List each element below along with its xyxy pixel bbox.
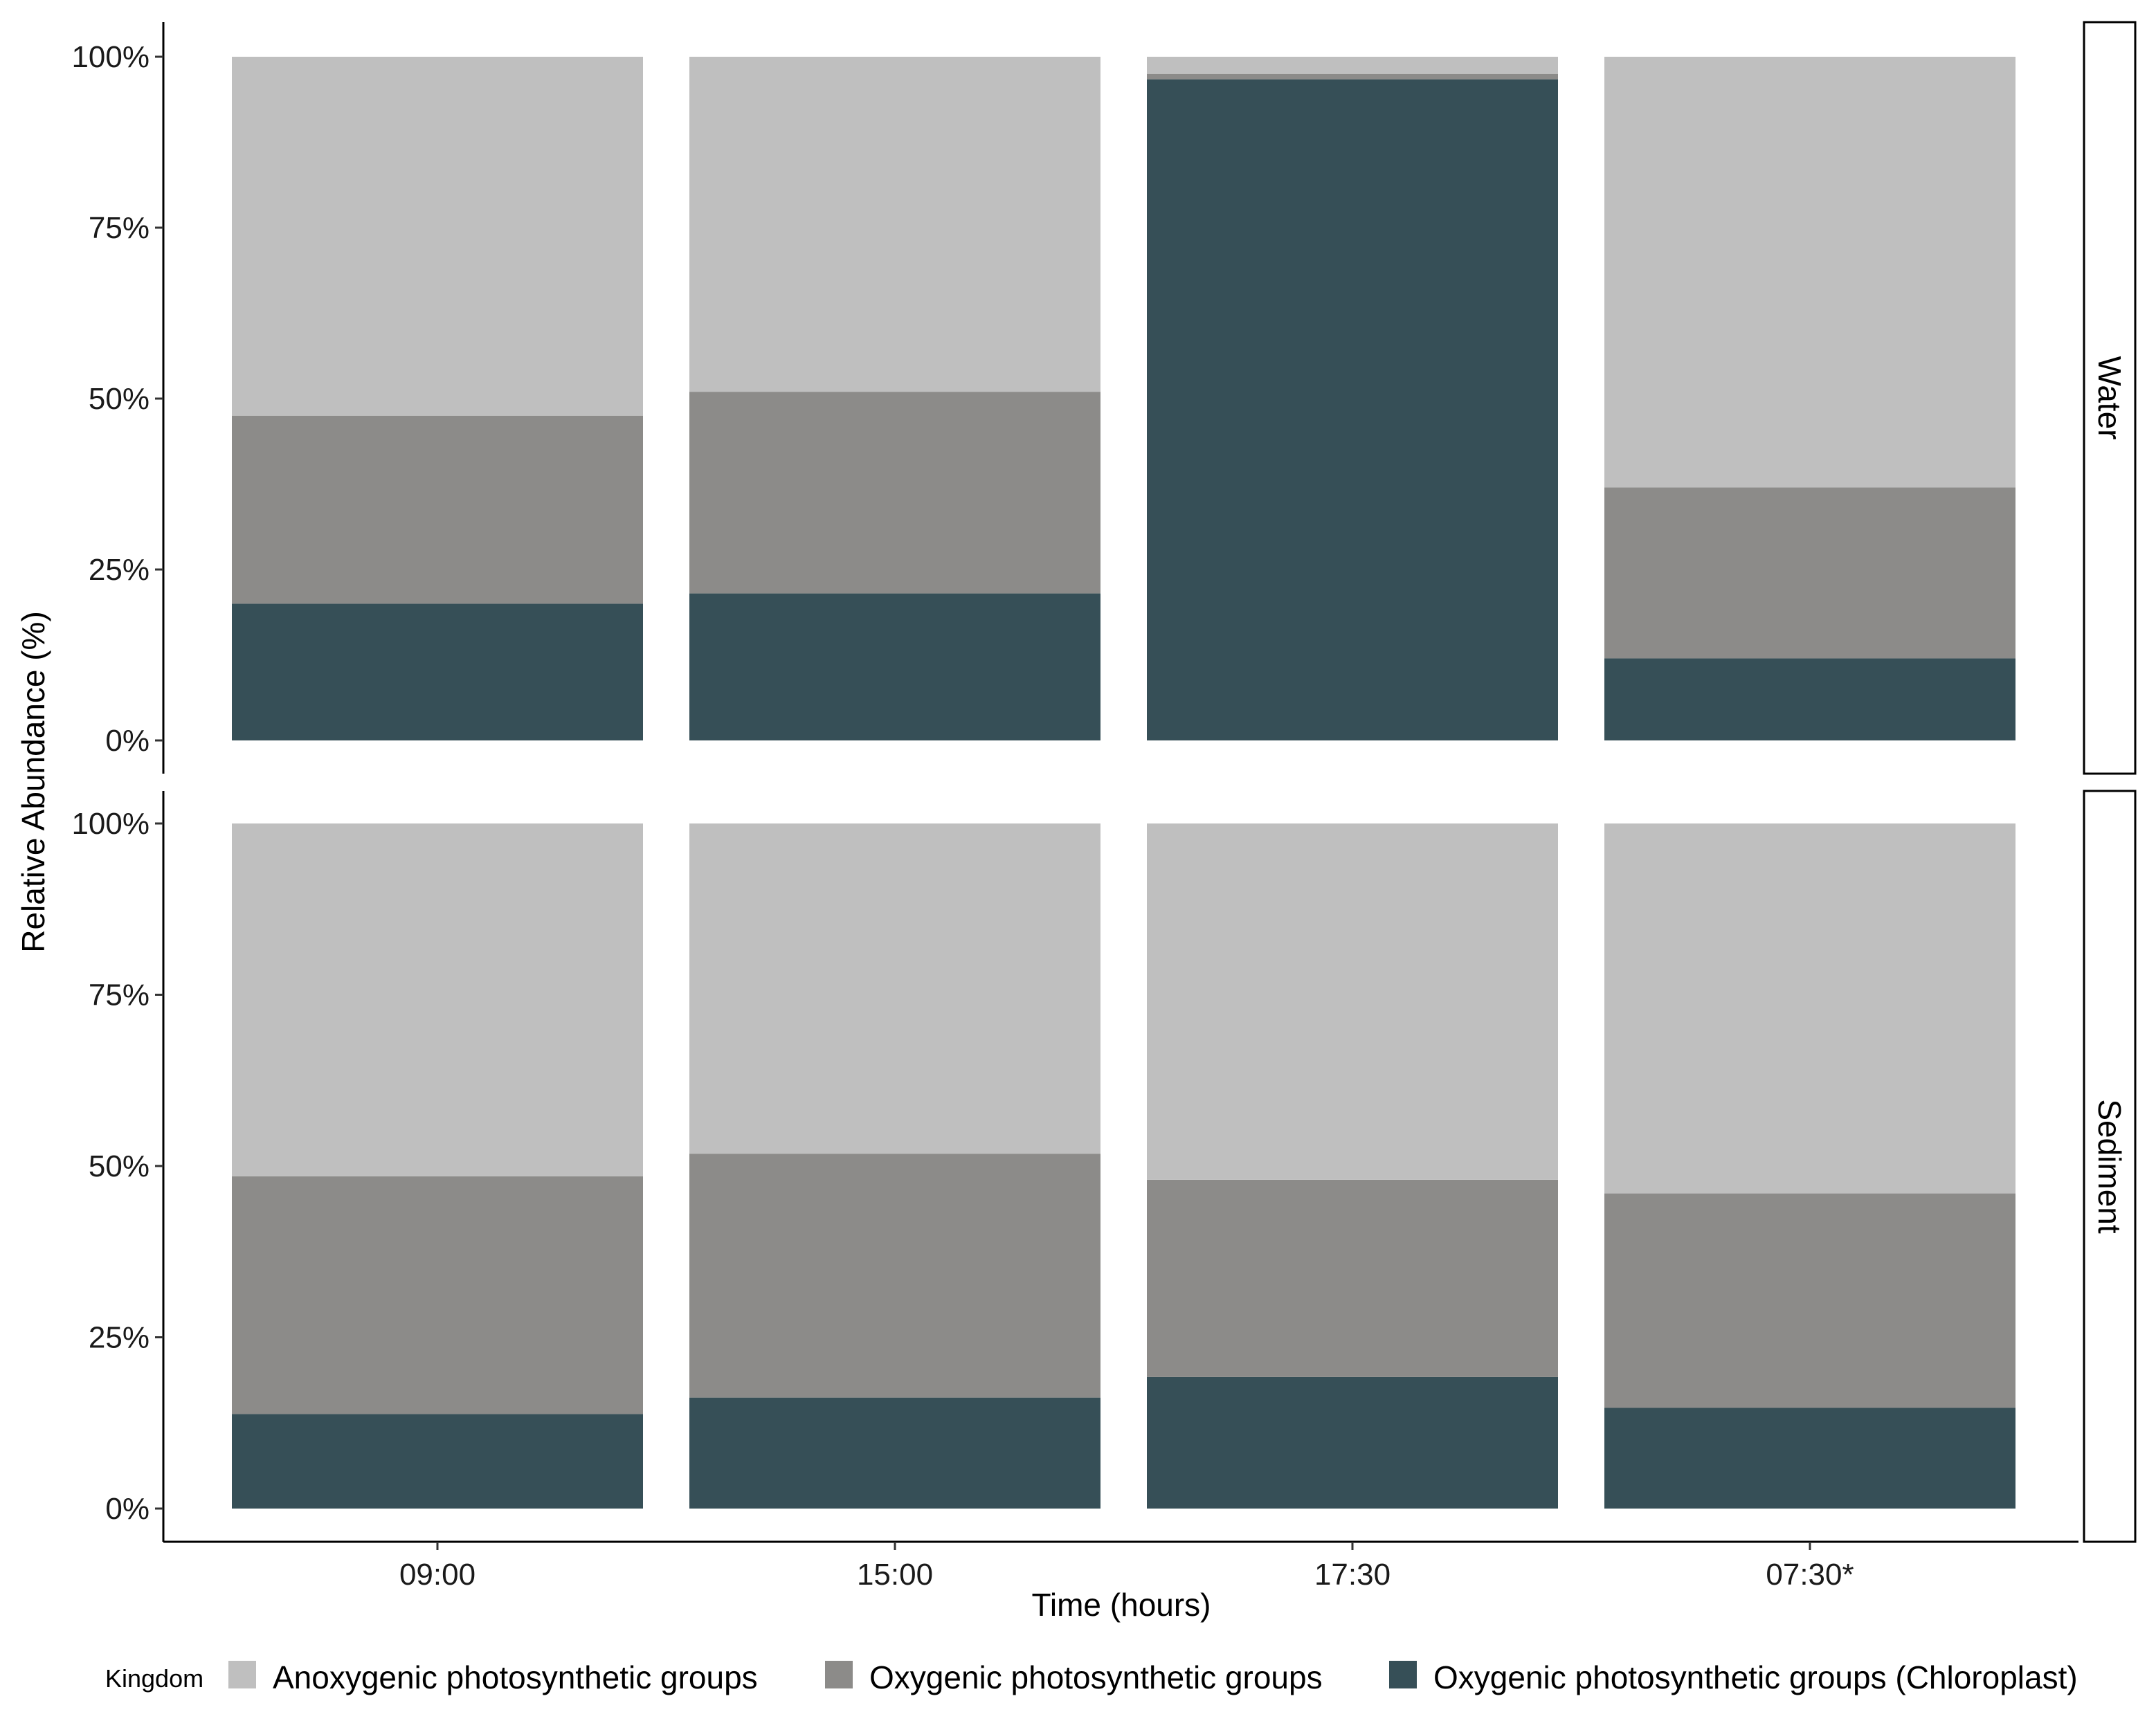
x-tick-label: 09:00 [399,1558,475,1592]
y-tick-label: 50% [89,382,150,416]
bar-segment [1604,658,2015,740]
y-tick-label: 0% [105,724,150,758]
legend: Kingdom Anoxygenic photosynthetic groups… [105,1659,2078,1695]
legend-label: Oxygenic photosynthetic groups (Chloropl… [1433,1659,2078,1695]
facet-strip [2083,790,2137,1543]
bar-segment [232,823,643,1176]
bar-segment [1147,1179,1558,1377]
y-tick-label: 0% [105,1492,150,1526]
legend-label: Oxygenic photosynthetic groups [869,1659,1323,1695]
facet-strip-label: Sediment [2092,1099,2128,1234]
bar-segment [689,1397,1100,1509]
legend-swatch [825,1661,853,1688]
x-tick-label: 07:30* [1766,1558,1854,1592]
y-tick-label: 100% [71,40,150,74]
legend-label: Anoxygenic photosynthetic groups [273,1659,758,1695]
facet-panel-water: 0% 25% 50% 75% 100% Water [71,21,2137,775]
y-tick-label: 25% [89,1321,150,1355]
bar-segment [689,593,1100,740]
y-tick-label: 75% [89,211,150,245]
bar-segment [232,415,643,604]
facet-strip [2083,21,2137,775]
bar-segment [1604,487,2015,659]
bar-segment [232,57,643,416]
y-axis-title: Relative Abundance (%) [15,611,51,953]
x-tick-label: 15:00 [857,1558,933,1592]
bar-segment [689,57,1100,392]
bar-segment [689,392,1100,594]
bar-segment [1604,57,2015,488]
bar-segment [689,823,1100,1154]
x-tick-label: 17:30 [1314,1558,1390,1592]
legend-title: Kingdom [105,1664,203,1693]
bar-segment [1147,1376,1558,1509]
x-axis-title: Time (hours) [1032,1587,1211,1623]
bar-segment [232,1414,643,1509]
y-tick-label: 50% [89,1149,150,1183]
bar-segment [232,603,643,740]
legend-swatch [1389,1661,1417,1688]
bar-segment [1147,823,1558,1180]
y-tick-label: 75% [89,978,150,1012]
legend-swatch [228,1661,256,1688]
y-tick-label: 25% [89,553,150,587]
facet-panel-sediment: 0% 25% 50% 75% 100% Sediment [71,790,2137,1543]
bar-segment [1147,73,1558,80]
bar-segment [232,1176,643,1414]
facet-strip-label: Water [2092,356,2128,440]
y-tick-label: 100% [71,807,150,841]
bar-segment [1604,1408,2015,1509]
bar-segment [1604,823,2015,1194]
bar-segment [1147,57,1558,74]
bar-segment [1604,1193,2015,1408]
panels-layer: 0% 25% 50% 75% 100% Water 0% 25% 50% 75% 100% Sedim… [71,21,2137,1592]
bar-segment [1147,79,1558,740]
bar-segment [689,1154,1100,1398]
